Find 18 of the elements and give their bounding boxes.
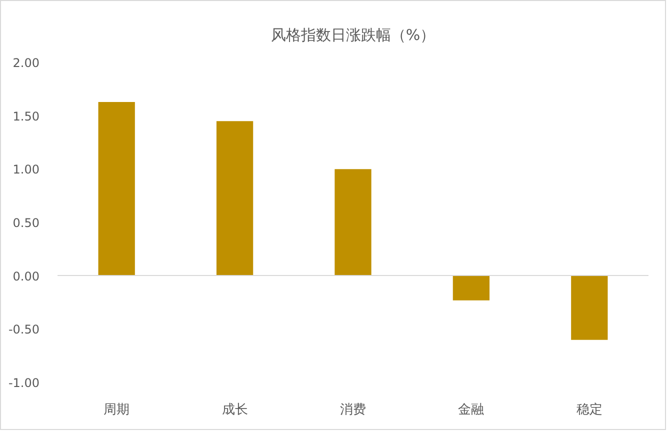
bar xyxy=(452,276,490,300)
x-tick-label: 消费 xyxy=(340,402,366,418)
chart-title: 风格指数日涨跌幅（%） xyxy=(270,26,436,44)
y-tick-label: 2.00 xyxy=(12,56,40,70)
x-tick-label: 稳定 xyxy=(576,402,602,418)
x-tick-label: 成长 xyxy=(222,402,248,418)
bar xyxy=(334,169,372,276)
x-tick-label: 周期 xyxy=(104,402,130,418)
y-tick-label: 0.50 xyxy=(12,216,40,230)
y-tick-label: 0.00 xyxy=(12,269,40,284)
x-tick-label: 金融 xyxy=(458,402,484,418)
bar xyxy=(216,121,254,276)
bar xyxy=(98,102,135,276)
y-tick-label: 1.00 xyxy=(12,162,40,177)
y-tick-label: -0.50 xyxy=(8,322,40,337)
bar xyxy=(571,276,608,340)
y-tick-label: 1.50 xyxy=(12,109,40,124)
y-tick-label: -1.00 xyxy=(8,376,40,390)
